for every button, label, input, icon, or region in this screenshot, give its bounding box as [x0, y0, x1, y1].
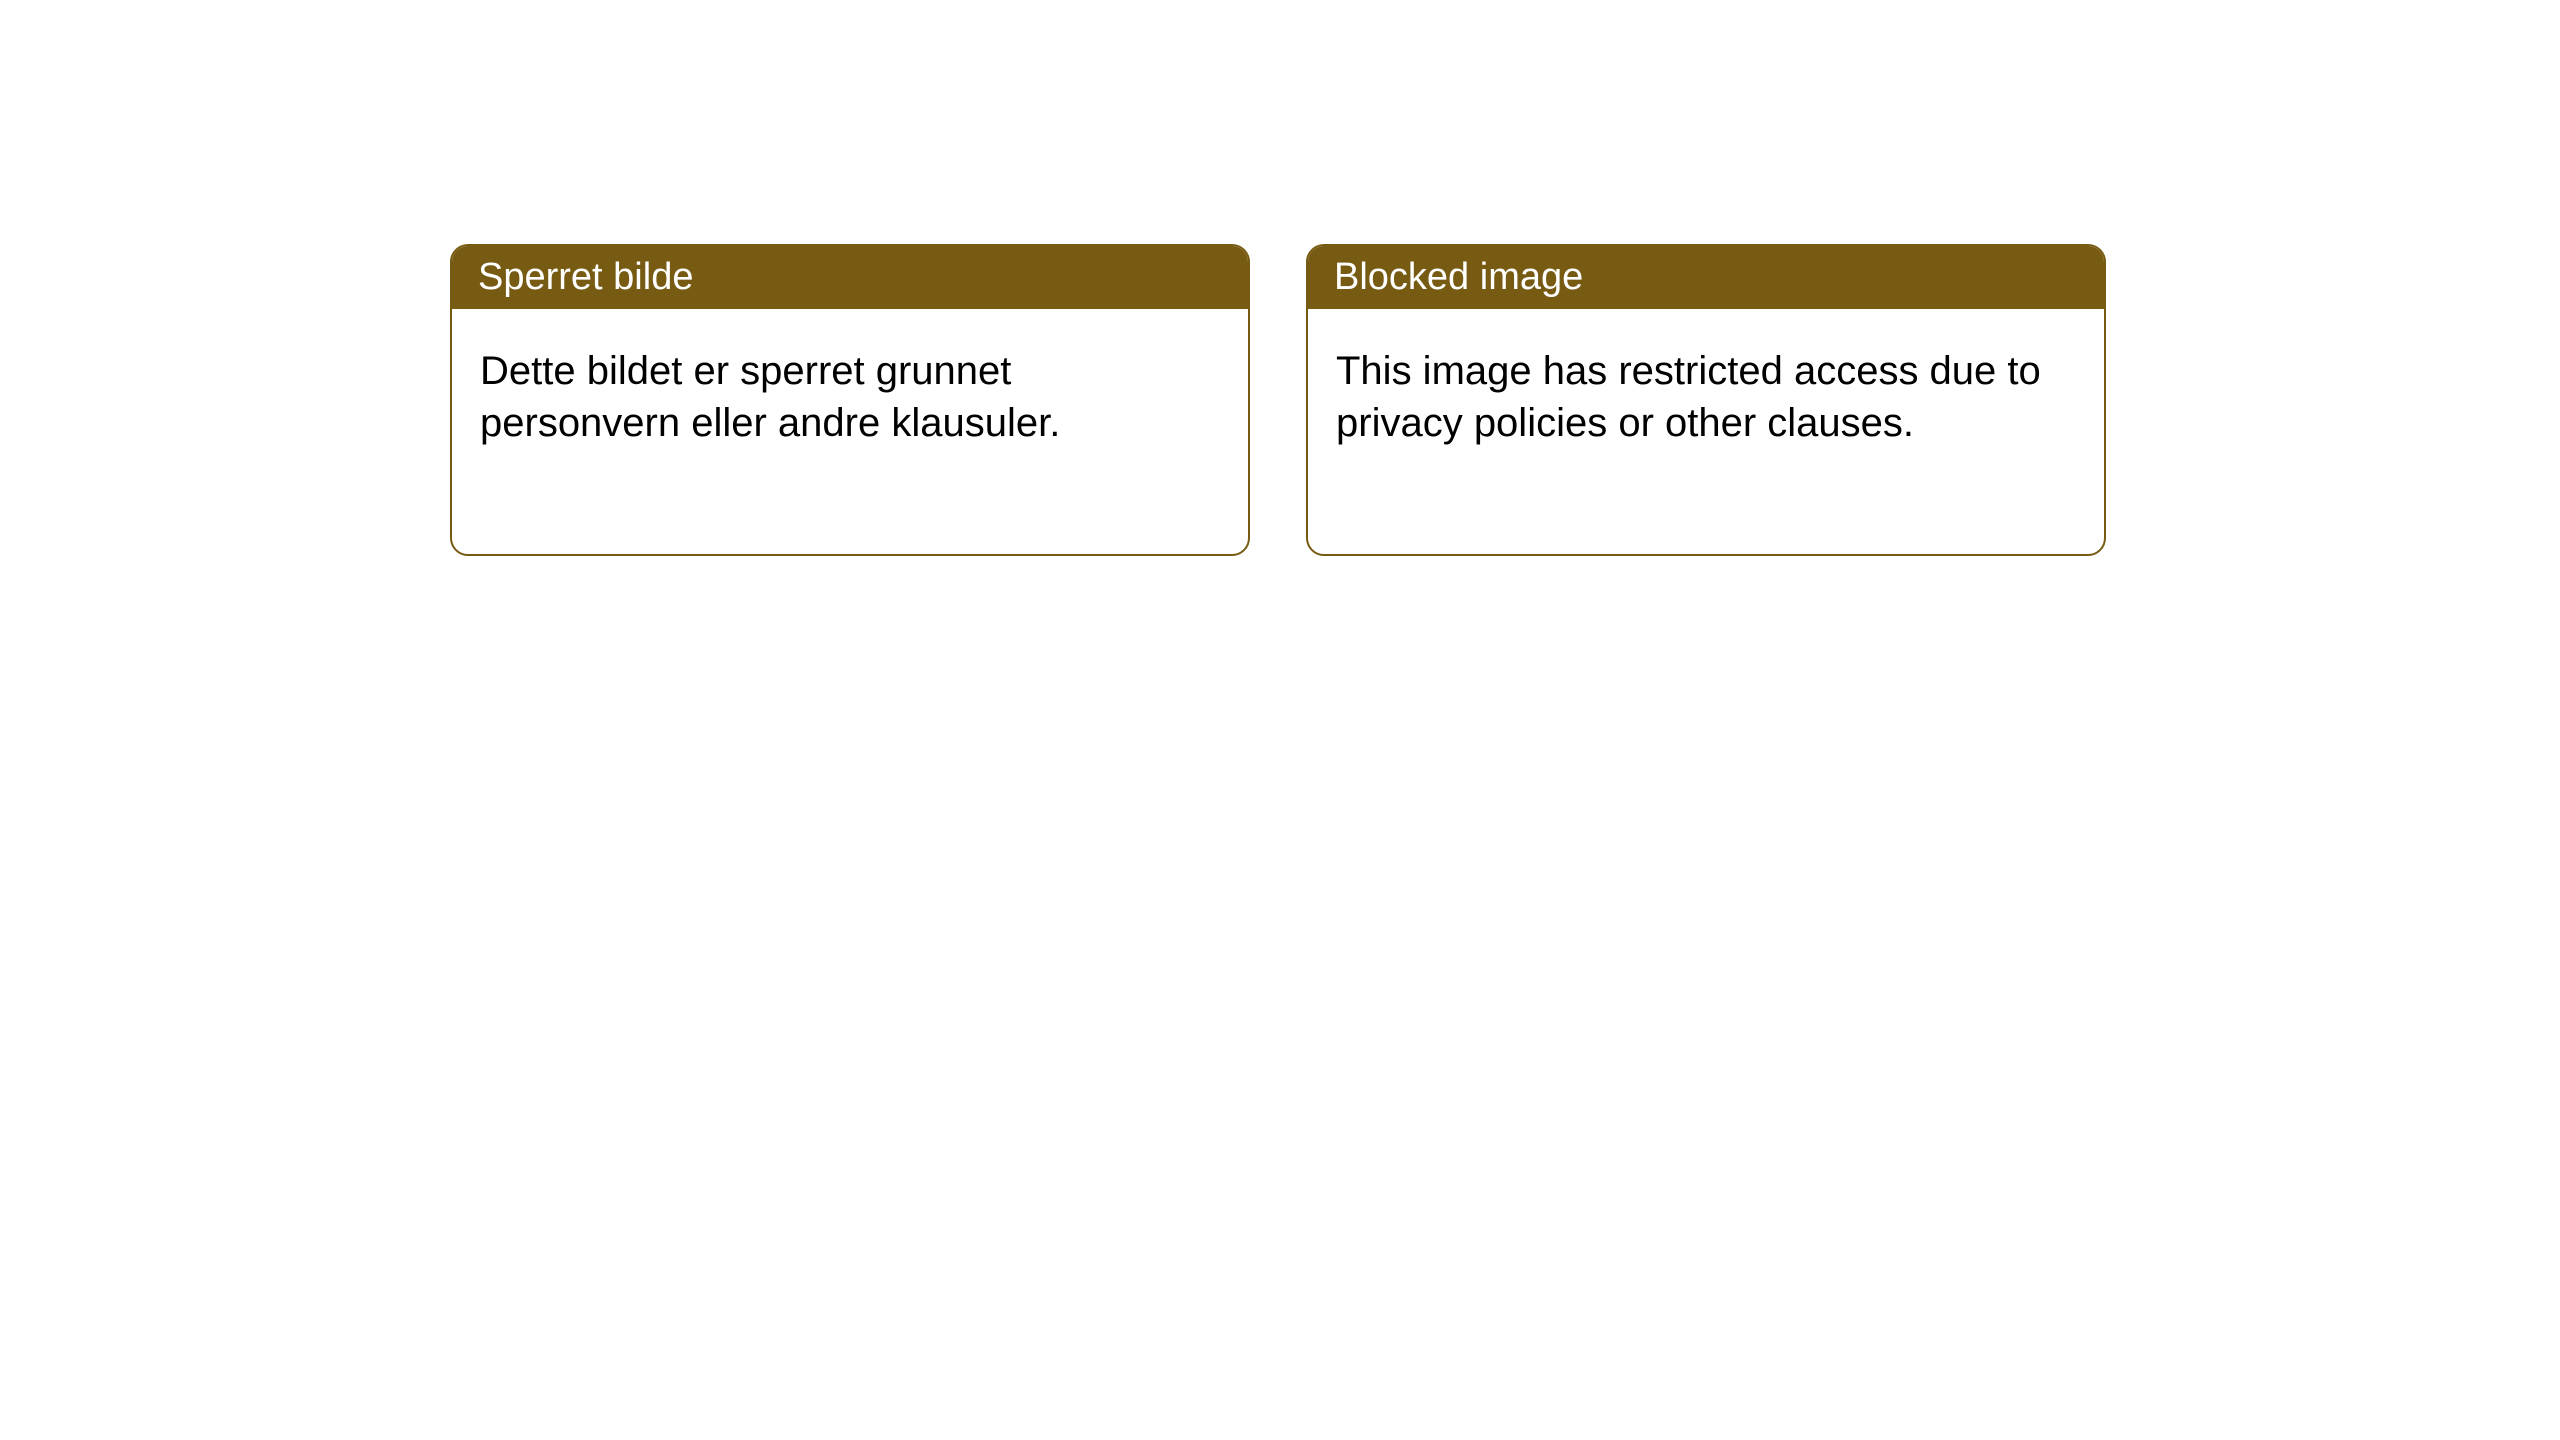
notice-container: Sperret bilde Dette bildet er sperret gr…	[0, 0, 2560, 556]
notice-box-norwegian: Sperret bilde Dette bildet er sperret gr…	[450, 244, 1250, 556]
notice-header: Blocked image	[1308, 246, 2104, 309]
notice-box-english: Blocked image This image has restricted …	[1306, 244, 2106, 556]
notice-body: Dette bildet er sperret grunnet personve…	[452, 309, 1248, 554]
notice-body: This image has restricted access due to …	[1308, 309, 2104, 554]
notice-header: Sperret bilde	[452, 246, 1248, 309]
